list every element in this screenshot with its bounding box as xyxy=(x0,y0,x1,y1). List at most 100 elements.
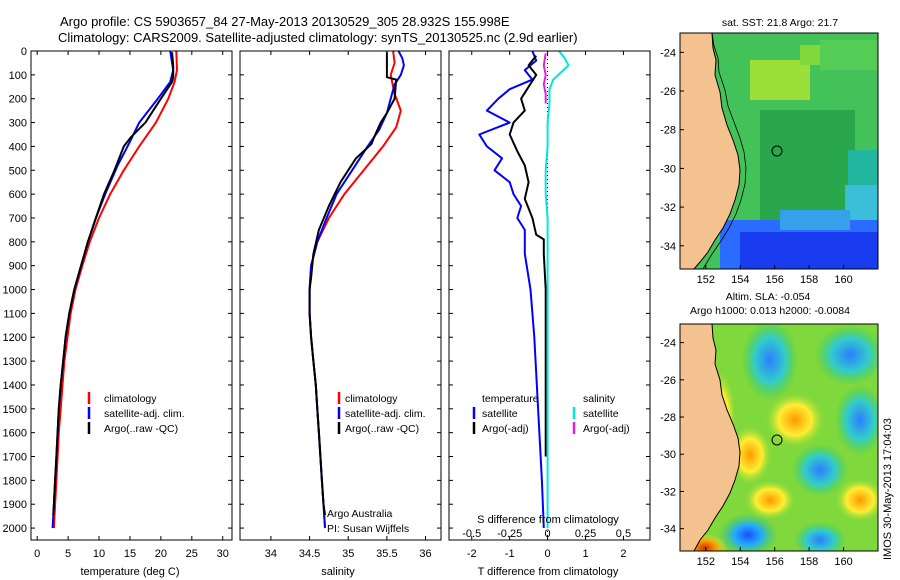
map-y-tick-label: -34 xyxy=(660,524,676,536)
argo-position-marker xyxy=(771,145,783,157)
map-y-tick-label: -30 xyxy=(660,163,676,175)
x-tick-label: 2 xyxy=(620,548,626,560)
salinity-panel: 34 34.5 35 35.5 36 salinity climatology sate… xyxy=(239,50,442,578)
annotation-argo-australia: Argo Australia xyxy=(327,508,393,520)
map-x-tick-label: 158 xyxy=(800,274,818,286)
sla-map-ticks: 152 154 156 158 160 -24 -26 -28 -30 -32 -34 xyxy=(660,338,853,568)
legend-label-climatology: climatology xyxy=(104,393,157,405)
y-tick-label: 0 xyxy=(21,46,27,58)
series-line-argo-raw-qc- xyxy=(52,52,175,516)
salinity-axes-box xyxy=(239,50,442,541)
sla-map-frame xyxy=(679,323,879,552)
figure-title-line1: Argo profile: CS 5903657_84 27-May-2013 … xyxy=(60,14,510,29)
x-tick-label-top: -0.25 xyxy=(497,528,522,540)
y-tick-label: 1500 xyxy=(3,404,27,416)
map-x-tick-label: 154 xyxy=(731,274,749,286)
x-tick-label-top: 0 xyxy=(545,528,551,540)
x-tick-label: 34.5 xyxy=(299,548,320,560)
y-tick-label: 800 xyxy=(9,237,27,249)
difference-legend-salinity: salinity satellite Argo(-adj) xyxy=(572,393,630,435)
difference-axis-ticks: -2 -1 0 1 2 -0.5 -0.25 0 0.25 0.5 xyxy=(449,50,650,560)
temperature-xlabel: temperature (deg C) xyxy=(80,566,179,578)
sst-map-image xyxy=(680,33,878,269)
series-line-climatology xyxy=(308,51,402,529)
y-tick-label: 1400 xyxy=(3,380,27,392)
map-y-tick-label: -26 xyxy=(660,86,676,98)
x-tick-label: 36 xyxy=(419,548,431,560)
x-tick-label: 30 xyxy=(217,548,229,560)
sla-map-panel: Altim. SLA: -0.054 Argo h1000: 0.013 h20… xyxy=(660,291,879,568)
sst-map-frame xyxy=(679,32,879,270)
series-line-argo-raw-qc- xyxy=(308,52,398,516)
difference-legend-temperature: temperature satellite Argo(-adj) xyxy=(472,393,539,435)
legend-label-satellite: satellite-adj. clim. xyxy=(345,408,426,420)
map-x-tick-label: 152 xyxy=(697,274,715,286)
australia-land-sla xyxy=(680,324,741,551)
map-y-tick-label: -26 xyxy=(660,375,676,387)
y-tick-label: 1700 xyxy=(3,452,27,464)
y-tick-label: 1900 xyxy=(3,499,27,511)
salinity-legend: climatology satellite-adj. clim. Argo(..… xyxy=(337,392,426,435)
y-tick-label: 1200 xyxy=(3,332,27,344)
map-x-tick-label: 154 xyxy=(731,556,749,568)
temperature-legend: climatology satellite-adj. clim. Argo(..… xyxy=(87,392,185,435)
sst-map-ticks: 152 154 156 158 160 -24 -26 -28 -30 -32 -34 xyxy=(660,47,853,286)
map-x-tick-label: 152 xyxy=(697,556,715,568)
x-tick-label: 25 xyxy=(186,548,198,560)
legend-label-argo-t: Argo(-adj) xyxy=(482,423,529,435)
series-line-satellite-adj-clim- xyxy=(308,51,405,529)
x-tick-label: 0 xyxy=(545,548,551,560)
map-y-tick-label: -34 xyxy=(660,241,676,253)
y-tick-label: 1100 xyxy=(3,308,27,320)
x-tick-label-top: 0.25 xyxy=(575,528,596,540)
difference-panel: -2 -1 0 1 2 -0.5 -0.25 0 0.25 0.5 T difference fr… xyxy=(448,50,651,578)
map-y-tick-label: -28 xyxy=(660,125,676,137)
x-tick-label: 20 xyxy=(155,548,167,560)
temperature-axis-ticks: 0 5 10 15 20 25 300100200300400500600700800900… xyxy=(3,46,232,560)
map-y-tick-label: -32 xyxy=(660,486,676,498)
y-tick-label: 700 xyxy=(9,213,27,225)
y-tick-label: 1600 xyxy=(3,428,27,440)
map-y-tick-label: -32 xyxy=(660,202,676,214)
x-tick-label: 15 xyxy=(124,548,136,560)
sla-map-title-line1: Altim. SLA: -0.054 xyxy=(726,291,811,303)
legend-title-temperature: temperature xyxy=(482,393,539,405)
x-tick-label: 10 xyxy=(93,548,105,560)
difference-axes-box xyxy=(448,50,651,541)
sst-map-panel: sat. SST: 21.8 Argo: 21.7 152 154 156 158 16… xyxy=(660,17,879,286)
series-line-climatology xyxy=(52,51,178,529)
legend-label-satellite: satellite-adj. clim. xyxy=(104,408,185,420)
sst-map-title: sat. SST: 21.8 Argo: 21.7 xyxy=(722,17,838,29)
legend-label-satellite-t: satellite xyxy=(482,408,518,420)
sla-map-title-line2: Argo h1000: 0.013 h2000: -0.0084 xyxy=(690,305,850,317)
figure-title-line2: Climatology: CARS2009. Satellite-adjuste… xyxy=(58,30,578,45)
map-x-tick-label: 160 xyxy=(834,556,852,568)
series-line-satellite-s- xyxy=(544,51,570,529)
y-tick-label: 1800 xyxy=(3,475,27,487)
y-tick-label: 300 xyxy=(9,118,27,130)
x-tick-label: 0 xyxy=(34,548,40,560)
map-y-tick-label: -28 xyxy=(660,412,676,424)
y-tick-label: 1300 xyxy=(3,356,27,368)
legend-label-satellite-s: satellite xyxy=(583,408,619,420)
x-tick-label: 1 xyxy=(582,548,588,560)
annotation-pi: PI: Susan Wijffels xyxy=(327,523,409,535)
map-x-tick-label: 158 xyxy=(800,556,818,568)
x-tick-label: 35.5 xyxy=(376,548,397,560)
y-tick-label: 2000 xyxy=(3,523,27,535)
legend-label-argo-s: Argo(-adj) xyxy=(583,423,630,435)
series-line-satellite-t- xyxy=(478,51,545,529)
difference-lines xyxy=(478,51,570,529)
legend-label-climatology: climatology xyxy=(345,393,398,405)
y-tick-label: 1000 xyxy=(3,285,27,297)
series-line-argo-adj-t- xyxy=(508,55,547,457)
temperature-axes-box xyxy=(30,50,233,541)
salinity-xlabel: salinity xyxy=(321,566,355,578)
legend-label-argo: Argo(..raw -QC) xyxy=(104,423,178,435)
x-tick-label-top: -0.5 xyxy=(462,528,481,540)
map-y-tick-label: -30 xyxy=(660,449,676,461)
y-tick-label: 400 xyxy=(9,141,27,153)
difference-xlabel-top: S difference from climatology xyxy=(477,514,619,526)
x-tick-label: 5 xyxy=(65,548,71,560)
map-x-tick-label: 160 xyxy=(834,274,852,286)
